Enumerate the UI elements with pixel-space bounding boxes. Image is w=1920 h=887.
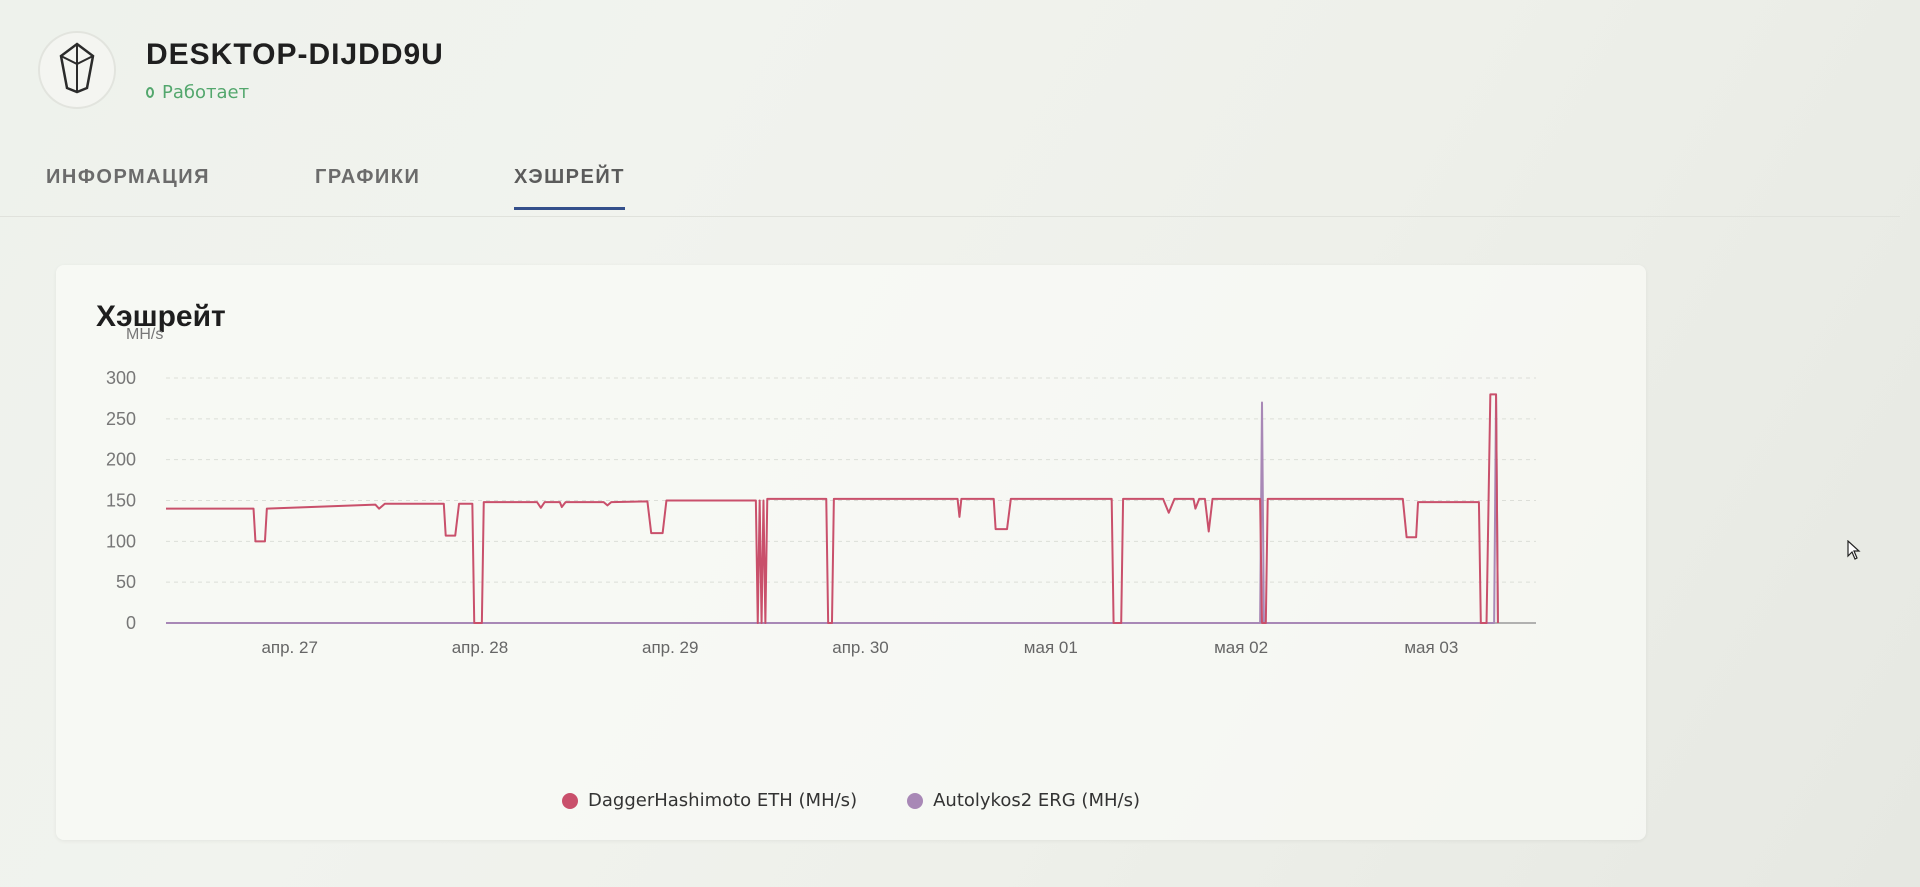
hashrate-card: Хэшрейт MH/s 0 50 100 150 200 250 300 апр. 27 а… (56, 265, 1646, 840)
x-tick-label: мая 01 (1024, 638, 1078, 657)
x-tick-label: апр. 30 (832, 638, 888, 657)
crystal-icon (57, 42, 97, 98)
legend-item-eth[interactable]: DaggerHashimoto ETH (MH/s) (562, 790, 857, 811)
series-line-0[interactable] (166, 393, 1499, 624)
legend-label-erg: Autolykos2 ERG (MH/s) (933, 790, 1140, 811)
y-tick-label: 100 (106, 531, 136, 551)
x-tick-label: апр. 28 (452, 638, 508, 657)
legend-item-erg[interactable]: Autolykos2 ERG (MH/s) (907, 790, 1140, 811)
x-tick-label: мая 02 (1214, 638, 1268, 657)
x-tick-label: апр. 27 (261, 638, 317, 657)
device-title: DESKTOP-DIJDD9U (146, 37, 444, 71)
legend-swatch-erg (907, 792, 924, 809)
y-tick-label: 150 (106, 491, 136, 511)
status-dot-icon (146, 86, 154, 98)
tab-bar: ИНФОРМАЦИЯ ГРАФИКИ ХЭШРЕЙТ (0, 150, 1900, 217)
y-tick-label: 300 (106, 368, 136, 388)
tab-information[interactable]: ИНФОРМАЦИЯ (46, 166, 210, 188)
chart-legend: DaggerHashimoto ETH (MH/s) Autolykos2 ER… (56, 790, 1646, 811)
y-tick-label: 0 (126, 613, 136, 633)
tab-hashrate[interactable]: ХЭШРЕЙТ (514, 166, 625, 210)
status-text: Работает (162, 81, 250, 103)
device-logo (38, 31, 116, 109)
device-header: DESKTOP-DIJDD9U Работает (38, 30, 444, 110)
card-title: Хэшрейт (96, 300, 226, 333)
y-tick-label: 200 (106, 450, 136, 470)
x-tick-label: мая 03 (1404, 638, 1458, 657)
tab-graphs[interactable]: ГРАФИКИ (315, 166, 421, 188)
legend-label-eth: DaggerHashimoto ETH (MH/s) (588, 790, 858, 811)
x-tick-label: апр. 29 (642, 638, 698, 657)
status-indicator: Работает (146, 82, 444, 103)
hashrate-chart: MH/s 0 50 100 150 200 250 300 апр. 27 апр. 28 ап… (106, 326, 1536, 657)
legend-swatch-eth (562, 792, 578, 809)
y-tick-label: 250 (106, 409, 136, 429)
y-tick-label: 50 (116, 572, 136, 592)
y-axis-label: MH/s (126, 326, 163, 343)
